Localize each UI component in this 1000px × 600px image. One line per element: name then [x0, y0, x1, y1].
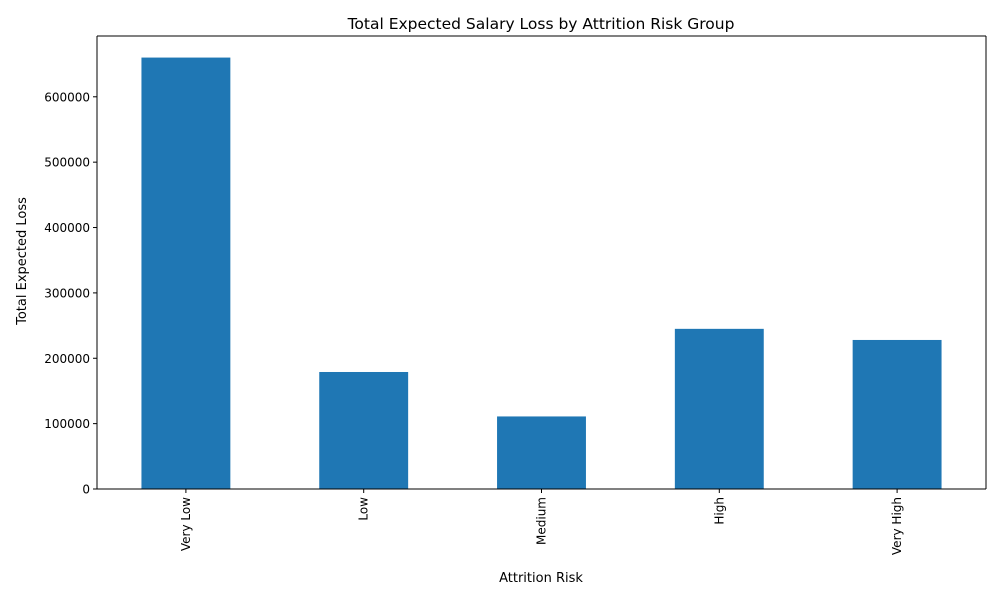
y-tick-label: 400000: [44, 221, 90, 235]
y-tick-label: 0: [82, 483, 90, 497]
bar-low: [319, 371, 409, 489]
bar-very-low: [141, 57, 231, 489]
x-tick-label: High: [712, 497, 726, 525]
bar-high: [674, 328, 764, 489]
y-tick-label: 100000: [44, 417, 90, 431]
x-tick-label: Low: [357, 497, 371, 521]
x-tick-label: Medium: [535, 497, 549, 545]
x-tick-label: Very Low: [179, 497, 193, 551]
x-axis-label: Attrition Risk: [499, 571, 583, 586]
x-tick-label: Very High: [890, 497, 904, 555]
y-axis-label: Total Expected Loss: [15, 197, 30, 326]
plot-area: [96, 35, 987, 490]
y-tick-label: 600000: [44, 90, 90, 104]
y-tick-label: 200000: [44, 352, 90, 366]
chart-title: Total Expected Salary Loss by Attrition …: [347, 15, 735, 33]
x-axis: Very Low Low Medium High Very High: [179, 489, 904, 555]
bar-very-high: [852, 339, 942, 489]
bar-medium: [497, 416, 586, 489]
y-tick-label: 500000: [44, 156, 90, 170]
y-axis: 0 100000 200000 300000 400000 500000 600000: [44, 90, 97, 497]
y-tick-label: 300000: [44, 286, 90, 300]
